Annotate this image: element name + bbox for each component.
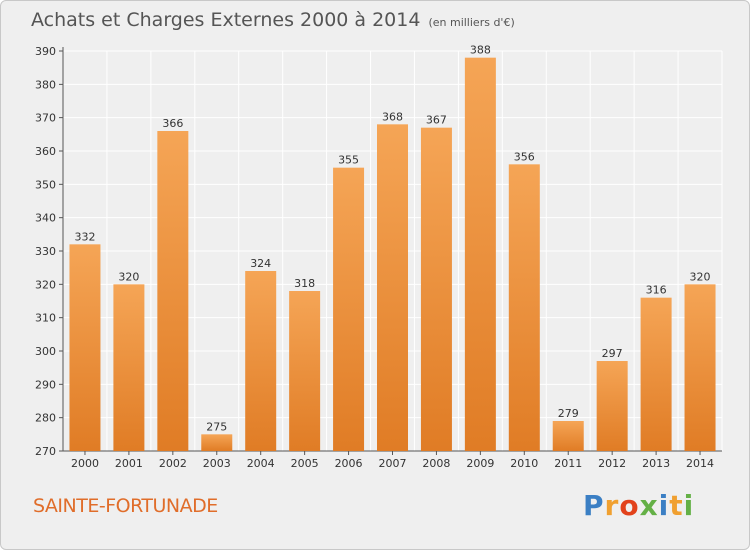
data-label-2014: 320	[690, 270, 711, 283]
proxiti-logo: Proxiti	[583, 489, 694, 522]
x-tick-label-2000: 2000	[71, 457, 99, 470]
data-label-2005: 318	[294, 277, 315, 290]
logo-letter: x	[639, 489, 659, 522]
bar-2012	[596, 361, 628, 451]
y-tick-label: 280	[35, 412, 56, 425]
chart-title: Achats et Charges Externes 2000 à 2014	[31, 9, 421, 31]
data-label-2007: 368	[382, 110, 403, 123]
logo-letter: P	[583, 489, 605, 522]
x-tick-label-2002: 2002	[159, 457, 187, 470]
y-tick-label: 390	[35, 45, 56, 58]
bar-2004	[245, 271, 277, 451]
y-tick-label: 300	[35, 345, 56, 358]
x-tick-label-2005: 2005	[291, 457, 319, 470]
x-tick-label-2004: 2004	[247, 457, 275, 470]
data-label-2012: 297	[602, 347, 623, 360]
x-tick-label-2014: 2014	[686, 457, 714, 470]
data-label-2001: 320	[118, 270, 139, 283]
chart-title-block: Achats et Charges Externes 2000 à 2014 (e…	[31, 9, 515, 31]
data-label-2000: 332	[74, 230, 95, 243]
bar-2001	[113, 284, 145, 451]
data-label-2010: 356	[514, 150, 535, 163]
logo-letter: r	[604, 489, 620, 522]
bars	[69, 57, 716, 452]
y-tick-label: 360	[35, 145, 56, 158]
data-labels: 332 320 366 275 324 318 355 368 367 388 356 279 297 3…	[74, 44, 710, 434]
y-tick-label: 350	[35, 178, 56, 191]
bar-2008	[420, 127, 452, 452]
x-tick-label-2009: 2009	[466, 457, 494, 470]
logo-letter: o	[619, 489, 640, 522]
data-label-2002: 366	[162, 117, 183, 130]
y-tick-label: 320	[35, 278, 56, 291]
y-tick-label: 340	[35, 212, 56, 225]
bar-2013	[640, 297, 672, 451]
y-tick-label: 270	[35, 445, 56, 458]
y-tick-label: 380	[35, 78, 56, 91]
x-tick-label-2012: 2012	[598, 457, 626, 470]
y-tick-label: 330	[35, 245, 56, 258]
y-tick-label: 310	[35, 312, 56, 325]
bar-2010	[508, 164, 540, 452]
x-tick-label-2011: 2011	[554, 457, 582, 470]
y-tick-label: 290	[35, 378, 56, 391]
x-tick-label-2010: 2010	[510, 457, 538, 470]
x-tick-label-2006: 2006	[335, 457, 363, 470]
logo-letter: t	[669, 489, 684, 522]
commune-name: SAINTE-FORTUNADE	[33, 495, 218, 517]
bar-2009	[464, 57, 496, 452]
bar-2000	[69, 244, 101, 451]
bar-2011	[552, 421, 584, 451]
x-tick-label-2008: 2008	[422, 457, 450, 470]
data-label-2009: 388	[470, 44, 491, 57]
x-tick-label-2013: 2013	[642, 457, 670, 470]
bar-2006	[333, 167, 365, 451]
bar-2007	[377, 124, 408, 451]
tick-labels: 270 280 290 300 310 320 330 340 350 360 370 380 390 2…	[35, 45, 714, 470]
bar-2003	[201, 434, 233, 451]
bar-2002	[157, 131, 189, 451]
data-label-2004: 324	[250, 257, 271, 270]
data-label-2008: 367	[426, 114, 447, 127]
bar-2005	[289, 291, 321, 451]
data-label-2013: 316	[646, 284, 667, 297]
x-tick-label-2001: 2001	[115, 457, 143, 470]
chart-subtitle: (en milliers d'€)	[428, 16, 515, 29]
bar-2014	[684, 284, 716, 451]
data-label-2011: 279	[558, 407, 579, 420]
x-tick-label-2003: 2003	[203, 457, 231, 470]
x-tick-label-2007: 2007	[379, 457, 407, 470]
y-tick-label: 370	[35, 112, 56, 125]
logo-letter: i	[658, 489, 670, 522]
data-label-2006: 355	[338, 154, 359, 167]
data-label-2003: 275	[206, 420, 227, 433]
logo-letter: i	[683, 489, 695, 522]
